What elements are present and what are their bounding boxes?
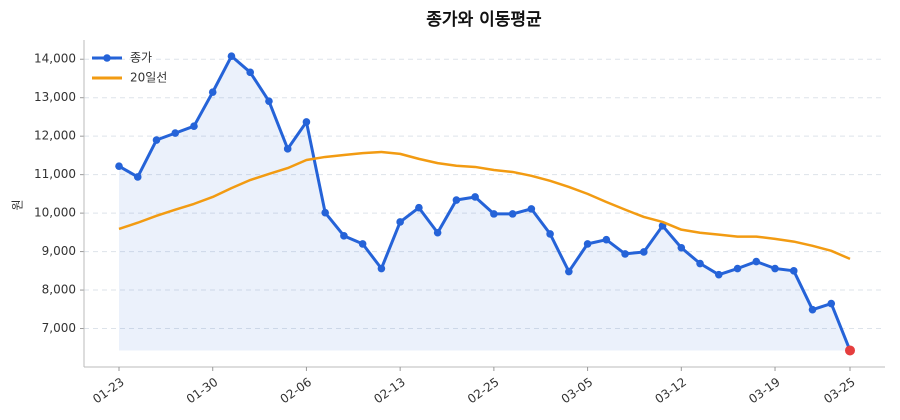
point bbox=[602, 235, 611, 244]
y-tick-label: 11,000 bbox=[34, 167, 76, 181]
legend-label: 종가 bbox=[130, 51, 152, 65]
x-tick-label: 03-05 bbox=[559, 375, 596, 406]
y-tick-label: 7,000 bbox=[42, 321, 76, 335]
chart-title: 종가와 이동평균 bbox=[426, 10, 542, 30]
point bbox=[133, 173, 142, 181]
point bbox=[246, 68, 255, 77]
point bbox=[283, 145, 292, 153]
point bbox=[771, 264, 779, 273]
legend-marker bbox=[103, 54, 111, 62]
point bbox=[115, 162, 123, 170]
point bbox=[340, 232, 348, 240]
point bbox=[527, 205, 536, 213]
area bbox=[119, 56, 850, 351]
point bbox=[808, 305, 817, 314]
point bbox=[789, 267, 798, 275]
x-tick-label: 01-23 bbox=[90, 375, 127, 406]
point bbox=[171, 129, 180, 137]
point bbox=[265, 97, 273, 105]
point bbox=[565, 267, 573, 276]
x-tick-label: 02-13 bbox=[371, 375, 408, 406]
point bbox=[546, 230, 554, 238]
point bbox=[621, 250, 629, 258]
point bbox=[227, 52, 236, 60]
point bbox=[208, 88, 217, 96]
y-tick-label: 9,000 bbox=[42, 244, 76, 258]
x-tick-label: 02-06 bbox=[278, 375, 315, 406]
point bbox=[190, 122, 198, 130]
point bbox=[452, 196, 461, 204]
point bbox=[471, 193, 479, 201]
y-tick-label: 8,000 bbox=[42, 283, 76, 297]
point bbox=[321, 208, 329, 217]
x-tick-label: 02-25 bbox=[465, 375, 502, 406]
point bbox=[752, 257, 761, 266]
legend-label: 20일선 bbox=[130, 71, 167, 85]
point bbox=[508, 210, 517, 218]
point bbox=[358, 240, 367, 248]
point bbox=[696, 259, 704, 268]
point bbox=[396, 218, 404, 226]
x-tick-label: 03-25 bbox=[821, 375, 858, 406]
line bbox=[118, 150, 851, 261]
y-axis-label: 원 bbox=[11, 199, 25, 210]
point bbox=[302, 118, 311, 126]
x-tick-label: 03-12 bbox=[652, 375, 689, 406]
point bbox=[583, 240, 592, 248]
x-tick-label: 01-30 bbox=[184, 375, 221, 406]
point bbox=[640, 248, 648, 256]
y-tick-label: 12,000 bbox=[34, 129, 76, 143]
point bbox=[377, 264, 386, 273]
line bbox=[118, 54, 852, 352]
point bbox=[733, 264, 742, 273]
y-tick-label: 10,000 bbox=[34, 206, 76, 220]
point bbox=[152, 136, 161, 144]
point bbox=[415, 203, 423, 212]
point bbox=[490, 210, 498, 218]
y-tick-label: 13,000 bbox=[34, 90, 76, 104]
point bbox=[433, 228, 442, 237]
x-tick-label: 03-19 bbox=[746, 375, 783, 406]
point bbox=[677, 243, 686, 252]
last-point bbox=[845, 345, 855, 356]
point bbox=[714, 270, 723, 279]
y-tick-label: 14,000 bbox=[34, 52, 76, 66]
point bbox=[827, 299, 836, 308]
